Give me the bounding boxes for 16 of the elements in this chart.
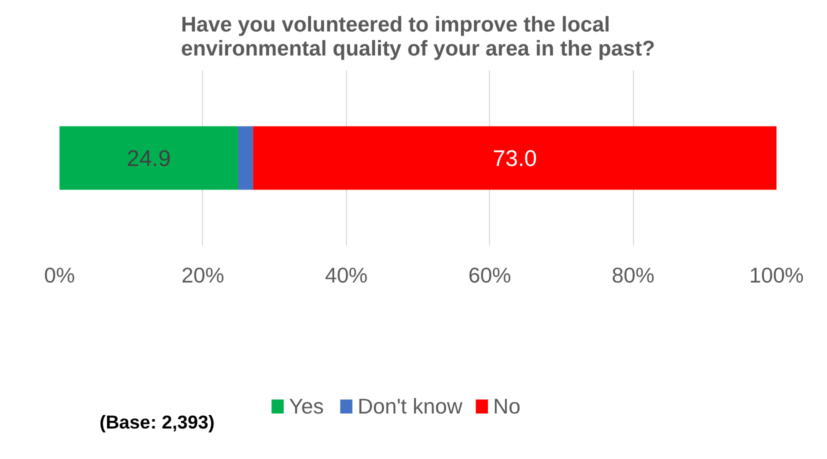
bar: [60, 126, 238, 190]
text: (Base: 2,393): [100, 412, 215, 432]
x-tick-label: 0%: [44, 264, 75, 288]
x-tick-label: 100%: [749, 264, 804, 288]
chart-title: Have you volunteered to improve the local environmental quality of your area in the past?: [180, 12, 656, 60]
bar: [253, 126, 776, 190]
legend-label: No: [493, 394, 520, 418]
data-label: 73.0: [492, 145, 537, 171]
legend-label: Don't know: [358, 394, 464, 418]
x-tick-label: 80%: [612, 264, 654, 288]
bar: [238, 126, 254, 190]
x-tick-label: 40%: [324, 264, 368, 288]
x-tick-label: 20%: [182, 264, 224, 288]
data-label: 24.9: [126, 145, 171, 171]
x-tick-label: 60%: [468, 264, 512, 288]
legend-label: Yes: [288, 394, 324, 418]
